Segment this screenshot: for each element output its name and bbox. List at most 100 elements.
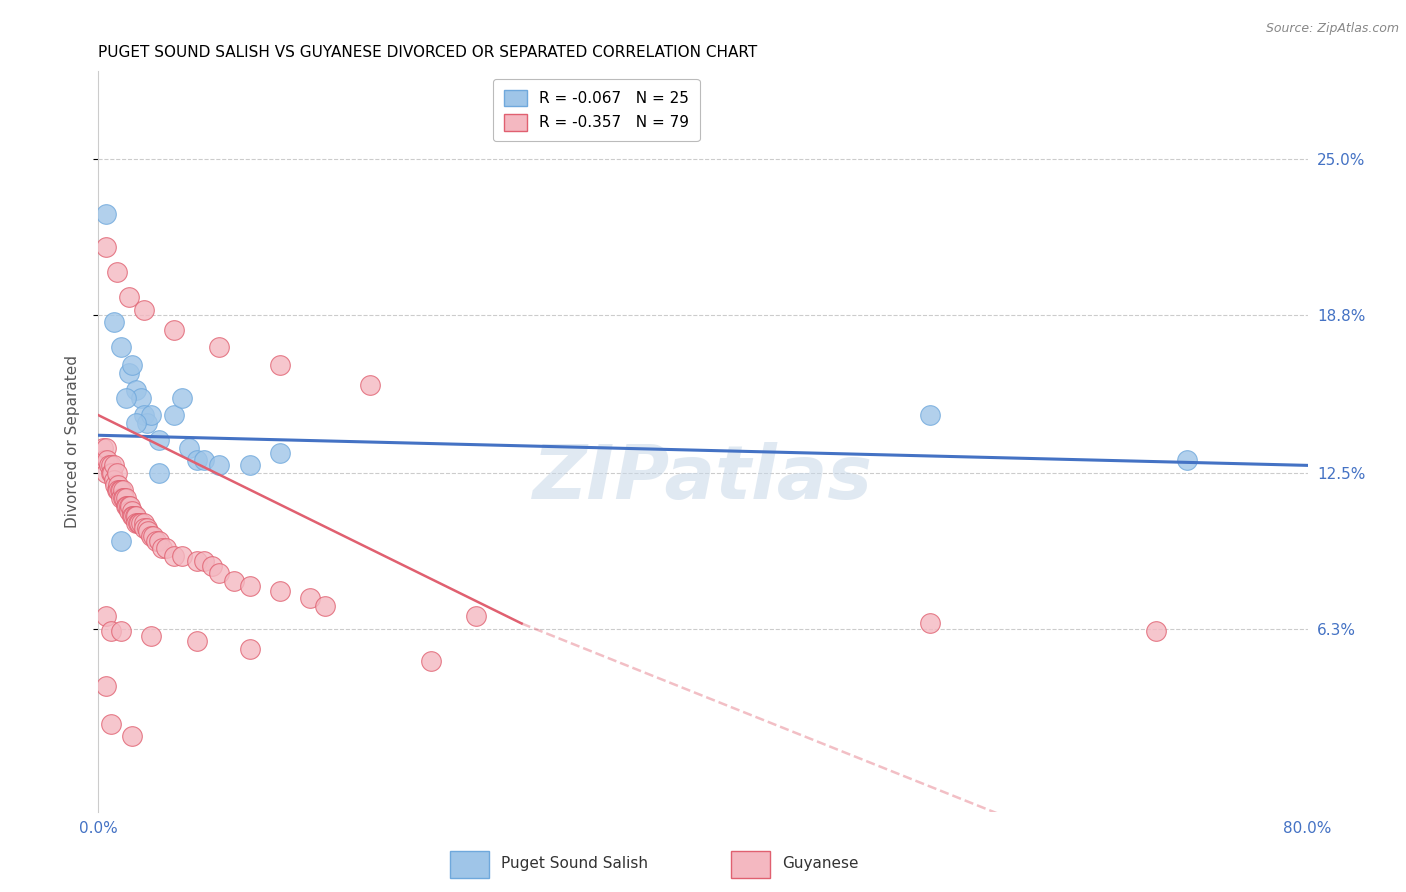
Point [107,483,129,498]
Point [186,634,208,648]
Point [110,533,132,548]
Point [98,458,121,473]
Point [108,483,131,498]
Point [128,516,150,530]
Point [125,416,148,430]
Point [121,730,143,744]
Point [135,521,157,535]
Text: PUGET SOUND SALISH VS GUYANESE DIVORCED OR SEPARATED CORRELATION CHART: PUGET SOUND SALISH VS GUYANESE DIVORCED … [98,45,758,61]
Point [201,558,224,573]
Point [120,499,142,513]
Point [110,483,132,498]
Point [136,524,159,538]
Point [118,290,141,304]
Point [145,533,167,548]
Point [163,549,186,563]
Point [163,323,186,337]
Point [239,458,262,473]
Bar [731,851,770,878]
Point [105,483,128,498]
Point [170,549,193,563]
Text: Guyanese: Guyanese [782,855,858,871]
Point [94,441,117,455]
Point [93,453,115,467]
Text: ZIPatlas: ZIPatlas [533,442,873,515]
Point [170,391,193,405]
Point [141,629,163,643]
Point [104,478,127,492]
Point [101,466,124,480]
Point [186,554,208,568]
Point [114,391,136,405]
Point [122,508,145,523]
Point [179,441,201,455]
Point [148,466,170,480]
Point [148,434,170,448]
Point [91,441,114,455]
Bar [450,851,489,878]
Point [186,453,208,467]
Point [114,491,136,505]
Point [1144,624,1167,638]
Y-axis label: Divorced or Separated: Divorced or Separated [65,355,80,528]
Point [96,453,118,467]
Point [918,616,941,631]
Point [132,521,155,535]
Point [118,366,141,380]
Point [94,679,117,693]
Point [299,591,322,606]
Legend: R = -0.067   N = 25, R = -0.357   N = 79: R = -0.067 N = 25, R = -0.357 N = 79 [494,79,700,141]
Point [115,499,138,513]
Point [112,491,135,505]
Point [107,478,129,492]
Point [105,265,128,279]
Point [125,516,148,530]
Point [465,609,488,624]
Point [110,491,132,505]
Point [155,541,177,556]
Point [420,654,443,668]
Point [103,458,125,473]
Point [239,579,262,593]
Point [269,583,291,598]
Point [111,483,134,498]
Point [127,516,149,530]
Point [163,408,186,422]
Point [132,516,155,530]
Point [314,599,336,613]
Point [208,340,231,354]
Point [125,508,148,523]
Point [118,503,141,517]
Point [125,383,148,397]
Point [150,541,173,556]
Text: Source: ZipAtlas.com: Source: ZipAtlas.com [1265,22,1399,36]
Point [224,574,246,588]
Point [110,340,132,354]
Point [118,499,141,513]
Point [132,302,155,317]
Point [105,466,128,480]
Point [110,624,132,638]
Point [193,554,215,568]
Point [193,453,215,467]
Point [100,717,122,731]
Point [94,609,117,624]
Point [141,529,163,543]
Text: Puget Sound Salish: Puget Sound Salish [501,855,648,871]
Point [129,391,152,405]
Point [141,408,163,422]
Point [121,508,143,523]
Point [94,207,117,221]
Point [94,466,117,480]
Point [103,474,125,488]
Point [1175,453,1198,467]
Point [148,533,170,548]
Point [111,491,134,505]
Point [100,466,122,480]
Point [100,624,122,638]
Point [132,408,155,422]
Point [94,240,117,254]
Point [121,503,143,517]
Point [124,508,146,523]
Point [129,516,152,530]
